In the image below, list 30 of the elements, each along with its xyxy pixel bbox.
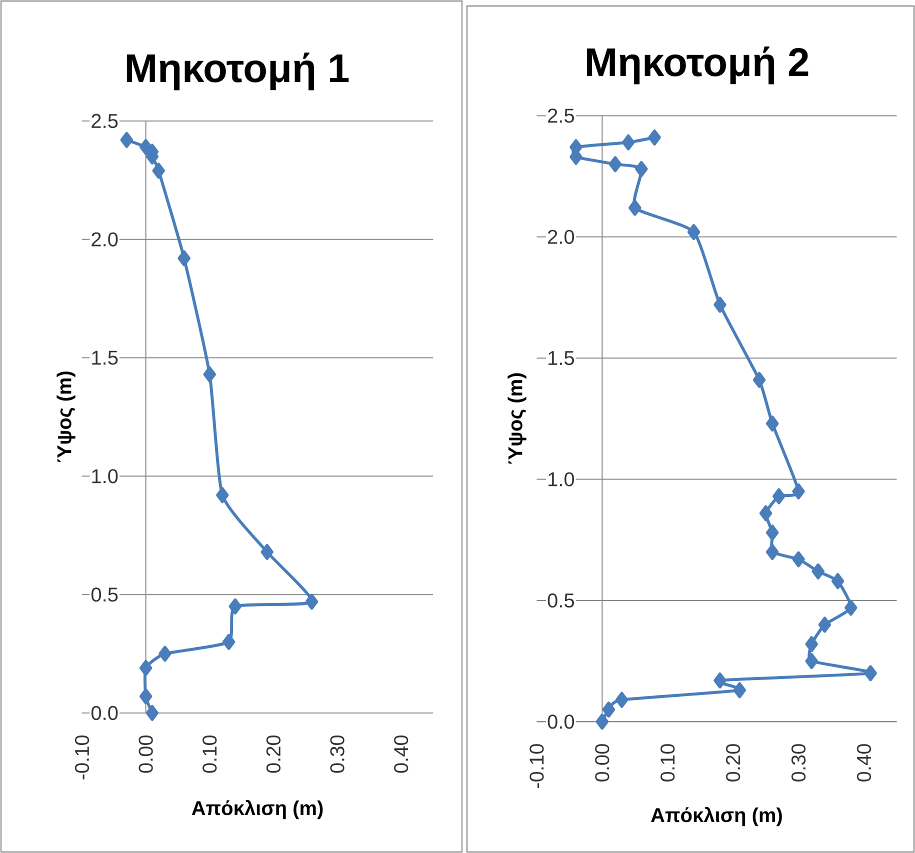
y-axis-title: Ύψος (m) [508,373,526,464]
x-tick-label: 0.10 [660,744,675,782]
x-tick-label: 0.40 [394,735,408,773]
x-tick-label: 0.00 [138,735,153,773]
x-tick-label: 0.30 [791,744,806,782]
x-tick-label: 0.40 [856,744,872,782]
x-axis-title: Απόκλιση (m) [651,806,782,826]
x-tick-label: 0.30 [330,735,344,773]
y-tick-label: 0.5 [91,588,118,602]
y-tick-label: 1.5 [548,351,574,366]
y-tick-label: 2.0 [548,230,574,244]
chart-title: Μηκοτομή 1 [126,52,349,90]
chart-title: Μηκοτομή 2 [586,46,808,84]
x-tick-label: -0.10 [74,735,90,780]
y-tick-label: 2.5 [92,114,118,128]
y-tick-label: 0.0 [548,714,574,729]
y-tick-label: 2.5 [548,108,574,123]
x-axis-title: Απόκλιση (m) [192,800,323,820]
y-tick-label: 1.5 [92,350,118,365]
x-tick-label: -0.10 [530,744,544,788]
x-tick-label: 0.00 [595,744,610,782]
y-tick-label: 0.0 [91,706,118,720]
x-tick-label: 0.10 [202,735,217,773]
y-tick-label: 1.0 [92,469,118,484]
y-tick-label: 0.5 [548,593,574,608]
y-tick-label: 1.0 [548,472,574,486]
x-tick-label: 0.20 [266,735,281,773]
x-tick-label: 0.20 [726,744,740,782]
y-tick-label: 2.0 [92,232,118,246]
y-axis-title: Ύψος (m) [56,372,76,462]
